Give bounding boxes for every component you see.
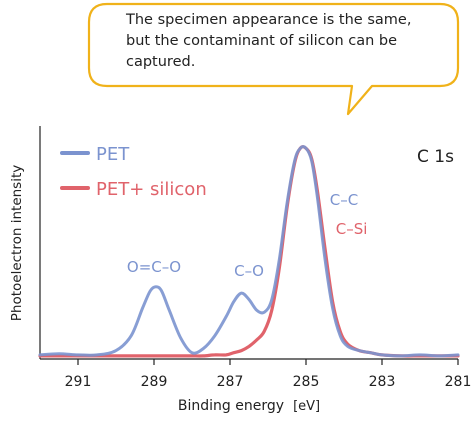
legend-label-pet-silicon: PET+ silicon [96, 179, 207, 200]
legend-label-pet: PET [96, 144, 130, 165]
series-line-pet [38, 145, 460, 358]
series-layer [38, 145, 460, 358]
peak-label-0: O=C–O [127, 258, 181, 276]
x-tick-label-283: 283 [369, 374, 396, 390]
x-tick-label-285: 285 [293, 374, 320, 390]
x-tick-label-281: 281 [445, 374, 472, 390]
x-axis-label-text: Binding energy [178, 398, 284, 414]
legend: PET PET+ silicon [60, 144, 207, 200]
peak-label-1: C–O [234, 262, 264, 280]
callout-bubble [87, 2, 460, 116]
x-tick-label-289: 289 [141, 374, 168, 390]
y-axis-label: Photoelectron intensity [9, 165, 25, 321]
x-axis-ticks: 291 289 287 285 283 281 [65, 359, 472, 390]
callout-line-3: captured. [126, 54, 196, 70]
x-tick-label-291: 291 [65, 374, 92, 390]
x-axis-unit: [eV] [293, 399, 320, 414]
x-tick-label-287: 287 [217, 374, 244, 390]
callout-line-2: but the contaminant of silicon can be [126, 33, 398, 49]
callout-line-1: The specimen appearance is the same, [126, 12, 412, 28]
peak-label-3: C–Si [336, 220, 368, 238]
peak-label-2: C–C [330, 191, 358, 209]
panel-label: C 1s [417, 147, 454, 167]
callout-text: The specimen appearance is the same, but… [126, 10, 436, 73]
x-axis-label: Binding energy [eV] [178, 395, 320, 414]
peak-annotations: O=C–O C–O C–C C–Si [127, 191, 368, 280]
